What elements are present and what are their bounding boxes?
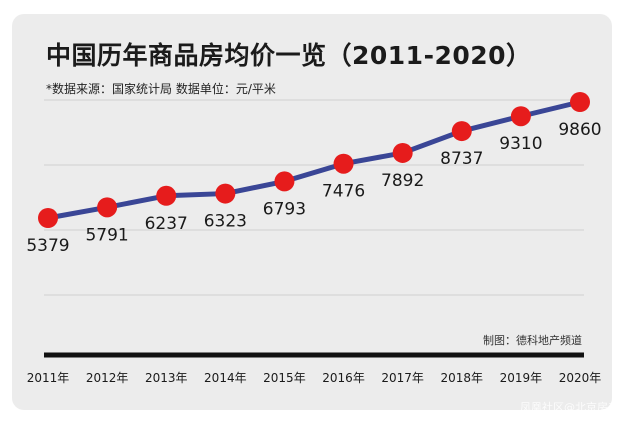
data-markers [38, 92, 590, 228]
data-point [570, 92, 590, 112]
data-label: 8737 [440, 149, 483, 169]
chart-title: 中国历年商品房均价一览（2011-2020） [46, 41, 532, 70]
data-label: 6793 [263, 199, 306, 219]
x-tick-labels: 2011年 2012年 2013年 2014年 2015年 2016年 2017年 2018年… [27, 371, 602, 385]
x-tick-label: 2017年 [381, 371, 424, 385]
data-point [38, 208, 58, 228]
data-point [274, 171, 295, 192]
data-label: 9310 [499, 134, 542, 154]
grid-lines [44, 99, 584, 296]
data-labels: 5379 5791 6237 6323 6793 7476 7892 8737 9310 9860 [26, 120, 601, 256]
data-label: 6237 [145, 214, 188, 234]
x-tick-label: 2012年 [86, 371, 129, 385]
data-point [510, 106, 531, 127]
data-label: 5379 [26, 236, 69, 256]
x-tick-label: 2019年 [500, 371, 543, 385]
data-label: 9860 [558, 120, 601, 140]
chart-credit: 制图：德科地产频道 [483, 334, 582, 347]
watermark: 凤凰社区@北京房产 [520, 401, 619, 414]
x-tick-label: 2020年 [559, 371, 602, 385]
x-tick-label: 2014年 [204, 371, 247, 385]
data-point [215, 183, 236, 204]
x-tick-label: 2011年 [27, 371, 70, 385]
data-label: 5791 [85, 225, 128, 245]
x-tick-label: 2013年 [145, 371, 188, 385]
data-point [156, 185, 177, 206]
x-tick-label: 2018年 [441, 371, 484, 385]
chart-subtitle: *数据来源：国家统计局 数据单位：元/平米 [46, 82, 276, 96]
data-point [451, 121, 472, 142]
series-line [47, 99, 581, 221]
data-label: 7476 [322, 182, 365, 202]
data-point [333, 153, 354, 174]
data-point [392, 142, 413, 163]
x-tick-label: 2016年 [322, 371, 365, 385]
x-tick-label: 2015年 [263, 371, 306, 385]
data-label: 7892 [381, 171, 424, 191]
data-point [97, 197, 118, 218]
data-label: 6323 [204, 212, 247, 232]
